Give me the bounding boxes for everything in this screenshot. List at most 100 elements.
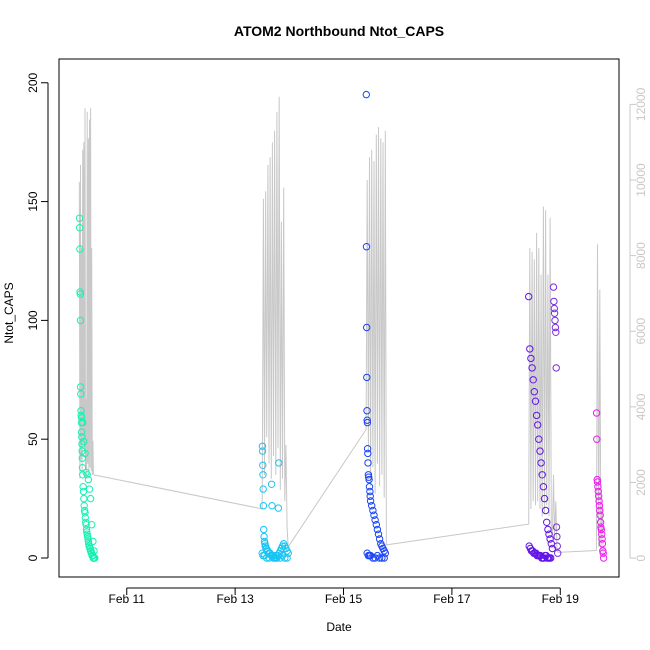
data-point [77,414,86,422]
data-point [82,521,90,529]
data-point [541,506,550,515]
data-point [369,506,377,515]
data-point [76,383,85,391]
data-point [79,483,87,491]
x-tick-label: Feb 17 [433,592,471,606]
data-point [77,390,85,398]
data-point [84,537,93,546]
data-point [598,535,606,543]
data-point [80,502,88,510]
data-point [593,478,602,486]
data-point [375,554,384,562]
data-point [543,518,551,526]
data-point [364,449,372,458]
points-layer [75,90,608,562]
y-tick-label: 100 [26,310,40,330]
data-point [371,516,379,524]
data-point [373,525,382,534]
data-point [81,449,89,458]
y2-tick-label: 2000 [634,469,648,496]
data-point [79,418,87,427]
data-point [373,551,382,560]
data-point [75,214,84,222]
data-point [259,502,268,510]
data-point [527,354,535,363]
data-point [260,525,268,534]
y-tick-label: 150 [26,191,40,211]
data-point [267,480,276,488]
data-point [268,502,276,510]
data-point [260,551,269,560]
data-point [89,537,97,546]
data-point [530,388,538,396]
data-point [364,459,372,467]
data-point [274,504,283,512]
y2-tick-label: 4000 [634,393,648,420]
y-axis-label: Ntot_CAPS [2,282,16,343]
data-point [526,345,534,353]
data-point [365,475,373,484]
data-point [531,397,540,405]
data-point [370,511,378,519]
data-point [81,509,89,517]
x-axis-label: Date [326,620,352,634]
data-point [259,485,267,493]
y-tick-label: 50 [26,432,40,446]
data-point [275,459,283,467]
data-point [372,521,380,529]
data-point [532,411,541,420]
data-point [76,316,85,325]
data-point [363,407,371,415]
data-point [381,549,389,557]
data-point [82,525,91,534]
x-tick-label: Feb 13 [216,592,254,606]
data-point [366,492,374,500]
data-point [547,554,555,562]
data-point [78,464,87,472]
data-point [378,554,386,562]
data-point [594,487,602,496]
data-point [545,530,553,538]
data-point [552,328,560,336]
data-point [596,506,604,515]
data-point [76,224,84,232]
chart-title: ATOM2 Northbound Ntot_CAPS [234,23,444,39]
data-point [550,309,559,317]
data-point [534,421,542,429]
data-point [540,494,549,503]
y2-tick-label: 6000 [634,318,648,345]
data-point [259,471,267,479]
data-point [597,525,605,534]
y2-tick-label: 10000 [634,163,648,197]
data-point [552,523,561,531]
data-point [258,442,267,450]
data-point [81,513,90,522]
data-point [544,525,552,534]
data-point [259,461,267,469]
y2-tick-label: 12000 [634,87,648,121]
data-point [366,497,375,505]
data-point [550,304,558,313]
data-point [88,521,96,529]
data-point [550,297,558,306]
data-point [366,487,374,496]
data-point [592,409,601,417]
data-point [552,364,560,372]
x-tick-label: Feb 11 [109,592,146,606]
x-tick-label: Feb 19 [542,592,580,606]
data-point [538,471,546,479]
y2-tick-label: 0 [634,554,648,561]
secondary-line-layer [78,96,604,555]
data-point [91,554,99,562]
data-point [78,433,86,441]
data-point [593,435,601,443]
data-point [363,323,371,332]
data-point [528,364,536,372]
data-point [596,511,604,519]
secondary-series-line [78,96,604,555]
data-point [537,459,545,467]
data-point [595,497,603,505]
data-point [79,487,88,496]
data-point [595,502,604,510]
data-point [599,554,608,562]
